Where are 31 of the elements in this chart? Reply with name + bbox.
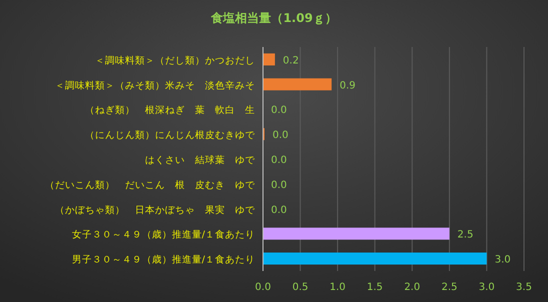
bar — [263, 252, 487, 265]
y-tick-label: 男子３０～４９（歳）推進量/１食あたり — [72, 254, 255, 266]
x-tick-label: 1.0 — [330, 282, 346, 293]
y-tick-label: （にんじん類）にんじん根皮むきゆで — [85, 129, 256, 142]
data-label: 0.9 — [340, 80, 356, 92]
data-label: 0.0 — [271, 155, 287, 166]
y-tick-label: ＜調味料類＞（みそ類）米みそ 淡色辛みそ — [55, 79, 255, 92]
data-label: 2.5 — [457, 230, 474, 241]
y-tick-label: はくさい 結球葉 ゆで — [145, 154, 256, 166]
x-tick-label: 2.5 — [441, 282, 458, 293]
x-tick-label: 3.5 — [516, 282, 532, 293]
y-tick-label: 女子３０～４９（歳）推進量/１食あたり — [72, 228, 255, 241]
x-tick-label: 2.0 — [404, 282, 420, 293]
y-tick-label: （ねぎ類） 根深ねぎ 葉 軟白 生 — [85, 104, 255, 116]
y-tick-label: （かぼちゃ類） 日本かぼちゃ 果実 ゆで — [55, 204, 256, 216]
x-tick-label: 0.0 — [255, 282, 271, 293]
y-tick-label: （だいこん類） だいこん 根 皮むき ゆで — [45, 178, 256, 191]
data-label: 0.0 — [271, 204, 287, 216]
x-tick-label: 1.5 — [366, 282, 383, 293]
data-label: 3.0 — [494, 254, 511, 266]
bar — [263, 228, 450, 240]
bar — [263, 53, 275, 66]
x-tick-label: 3.0 — [478, 282, 495, 293]
data-label: 0.0 — [272, 130, 288, 142]
y-tick-label: ＜調味料類＞（だし類）かつおだし — [95, 54, 255, 66]
data-label: 0.0 — [271, 105, 287, 116]
x-tick-label: 0.5 — [292, 282, 308, 293]
bar — [263, 78, 332, 90]
data-label: 0.0 — [271, 180, 287, 191]
chart-title: 食塩相当量（1.09ｇ） — [210, 11, 337, 25]
data-label: 0.2 — [282, 55, 299, 66]
